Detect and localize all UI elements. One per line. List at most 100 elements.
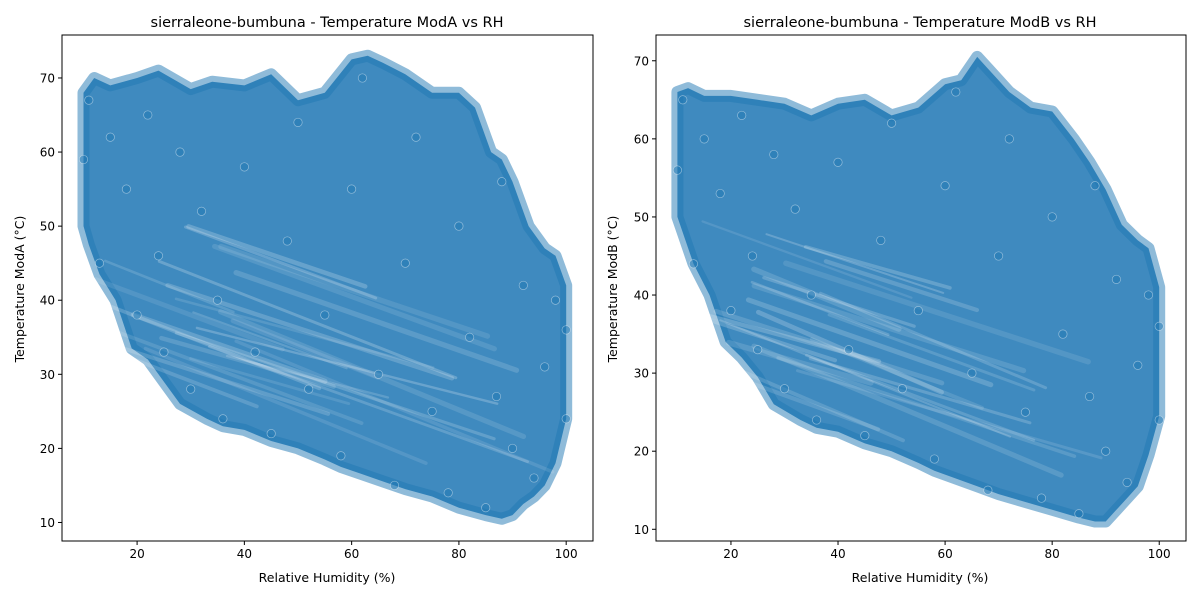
streak-modb-25 [701, 220, 913, 299]
scatter-point-modb-34 [1090, 181, 1100, 191]
scatter-point-moda-8 [159, 347, 169, 357]
streak-moda-6 [195, 326, 499, 405]
scatter-point-moda-27 [411, 132, 421, 142]
streak-moda-0 [174, 331, 496, 441]
scatter-point-moda-38 [540, 362, 550, 372]
data-layer-modb [671, 50, 1166, 528]
scatter-point-modb-13 [812, 415, 822, 425]
streak-moda-18 [157, 259, 458, 380]
y-axis-label-moda: Temperature ModA (°C) [12, 216, 27, 364]
y-tick-label-modb-1: 20 [634, 445, 649, 459]
scatter-point-modb-8 [753, 345, 763, 355]
x-axis-label-modb: Relative Humidity (%) [852, 570, 989, 585]
scatter-point-moda-33 [491, 391, 502, 402]
scatter-point-moda-41 [561, 325, 571, 335]
y-tick-label-modb-5: 60 [634, 132, 649, 146]
scatter-point-moda-19 [304, 384, 314, 394]
streak-modb-0 [706, 313, 882, 364]
scatter-point-modb-11 [790, 204, 800, 214]
scatter-point-modb-36 [1111, 274, 1121, 284]
scatter-point-moda-10 [186, 384, 196, 394]
scatter-point-modb-26 [994, 251, 1004, 261]
scatter-point-modb-27 [1004, 134, 1014, 144]
streak-modb-17 [783, 260, 1091, 365]
scatter-point-modb-39 [1143, 290, 1154, 300]
y-axis-label-modb: Temperature ModB (°C) [605, 216, 620, 364]
scatter-point-modb-12 [806, 290, 816, 300]
scatter-point-moda-28 [427, 406, 437, 416]
streak-moda-16 [93, 277, 285, 352]
streak-moda-9 [207, 345, 530, 464]
scatter-point-moda-18 [293, 117, 303, 127]
x-tick-label-moda-2: 60 [344, 547, 359, 561]
streak-moda-20 [143, 346, 428, 465]
streak-moda-13 [96, 322, 364, 425]
scatter-point-modb-20 [913, 306, 923, 316]
streak-modb-8 [823, 259, 980, 313]
scatter-cloud-moda [77, 49, 573, 525]
y-tick-label-modb-0: 10 [634, 523, 649, 537]
streak-moda-12 [233, 269, 520, 373]
scatter-point-moda-34 [497, 177, 507, 187]
streak-modb-13 [804, 353, 1036, 442]
streak-modb-7 [713, 308, 945, 386]
scatter-point-moda-3 [105, 132, 115, 142]
streak-modb-15 [700, 363, 881, 432]
scatter-point-moda-13 [218, 414, 228, 424]
streak-moda-3 [189, 357, 351, 406]
streak-moda-5 [230, 318, 381, 380]
scatter-point-modb-0 [672, 165, 682, 175]
scatter-point-modb-24 [967, 368, 977, 378]
scatter-point-moda-5 [132, 310, 142, 320]
streak-moda-23 [104, 259, 235, 314]
scatter-point-moda-15 [250, 347, 260, 357]
scatter-point-moda-32 [481, 503, 491, 513]
scatter-point-moda-6 [143, 110, 153, 120]
scatter-point-modb-38 [1133, 360, 1143, 370]
scatter-point-modb-30 [1047, 212, 1057, 222]
scatter-point-moda-26 [400, 258, 410, 268]
y-tick-label-modb-3: 40 [634, 289, 649, 303]
scatter-point-modb-18 [887, 118, 897, 128]
scatter-point-moda-39 [550, 295, 561, 305]
streak-modb-4 [688, 311, 838, 363]
chart-title-modb: sierraleone-bumbuna - Temperature ModB v… [744, 15, 1097, 31]
streak-modb-18 [751, 283, 1027, 374]
streak-modb-6 [751, 343, 1064, 478]
y-tick-label-moda-3: 40 [40, 294, 55, 308]
scatter-point-moda-17 [282, 236, 292, 246]
y-tick-label-moda-2: 30 [40, 368, 55, 382]
scatter-point-modb-31 [1058, 329, 1068, 339]
y-tick-label-moda-4: 50 [40, 220, 55, 234]
streak-moda-22 [225, 354, 390, 399]
scatter-point-modb-6 [737, 110, 747, 120]
y-tick-label-moda-6: 70 [40, 71, 55, 85]
streak-modb-19 [803, 245, 952, 290]
streak-moda-4 [111, 343, 331, 416]
streak-modb-24 [750, 280, 890, 336]
scatter-point-modb-29 [1036, 493, 1047, 503]
streak-modb-23 [819, 291, 1048, 390]
scatter-point-moda-16 [266, 429, 276, 439]
y-tick-label-moda-5: 60 [40, 146, 55, 160]
x-axis-label-moda: Relative Humidity (%) [259, 570, 396, 585]
scatter-point-moda-22 [347, 184, 357, 194]
streak-moda-14 [192, 311, 348, 370]
scatter-point-modb-1 [678, 95, 688, 105]
scatter-point-modb-40 [1154, 415, 1164, 425]
streak-moda-24 [159, 335, 336, 389]
streak-modb-20 [808, 357, 1032, 425]
scatter-point-modb-23 [951, 87, 961, 97]
scatter-point-moda-1 [84, 95, 94, 105]
x-tick-label-moda-1: 40 [237, 547, 252, 561]
scatter-point-moda-23 [357, 73, 367, 83]
scatter-point-moda-36 [518, 280, 528, 290]
chart-title-moda: sierraleone-bumbuna - Temperature ModA v… [151, 15, 504, 31]
scatter-point-modb-17 [876, 235, 886, 245]
scatter-point-modb-21 [929, 454, 939, 464]
scatter-point-modb-33 [1085, 391, 1095, 402]
scatter-point-moda-11 [196, 206, 207, 216]
streak-modb-16 [751, 266, 902, 332]
x-tick-label-moda-3: 80 [451, 547, 466, 561]
